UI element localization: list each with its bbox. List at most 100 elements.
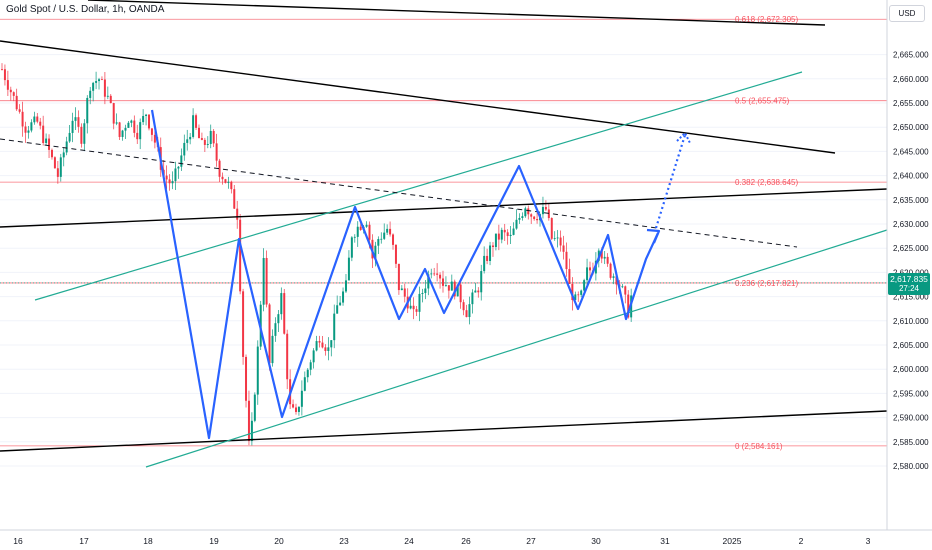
candle-body: [309, 362, 312, 370]
candle-body: [118, 122, 121, 137]
candle-body: [39, 121, 42, 126]
candle-body: [48, 138, 51, 150]
candle-body: [192, 115, 195, 137]
candle-body: [124, 127, 127, 131]
price-tick-label: 2,640.000: [893, 172, 929, 181]
candle-body: [303, 377, 306, 391]
candle-body: [383, 232, 386, 239]
candle-body: [68, 132, 71, 142]
time-tick-label: 19: [209, 536, 219, 546]
candle-body: [18, 109, 21, 112]
candle-body: [392, 234, 395, 245]
candle-body: [347, 257, 350, 281]
candle-body: [224, 179, 227, 183]
candle-body: [83, 123, 86, 144]
candle-body: [365, 224, 368, 227]
candle-body: [209, 130, 212, 144]
candle-body: [518, 217, 521, 220]
candle-body: [45, 138, 48, 143]
candle-body: [150, 128, 153, 135]
upper-trend-line: [0, 40, 836, 154]
time-tick-label: 3: [866, 536, 871, 546]
candle-body: [112, 103, 115, 124]
candle-body: [453, 281, 456, 297]
candle-body: [330, 340, 333, 348]
candle-body: [115, 122, 118, 124]
candle-body: [486, 255, 489, 261]
candle-body: [515, 219, 518, 229]
candle-body: [6, 80, 9, 90]
candle-body: [242, 291, 245, 357]
candle-body: [271, 335, 274, 364]
candle-body: [250, 420, 253, 442]
candle-body: [227, 181, 230, 183]
candle-body: [265, 257, 268, 305]
price-tick-label: 2,660.000: [893, 75, 929, 84]
candle-body: [615, 276, 618, 285]
candle-body: [336, 305, 339, 314]
candle-body: [256, 346, 259, 395]
last-price-value: 2,617.835: [890, 274, 928, 284]
candle-body: [415, 309, 418, 312]
chart-title: Gold Spot / U.S. Dollar, 1h, OANDA: [6, 4, 165, 15]
candle-body: [506, 232, 509, 237]
candle-body: [536, 219, 539, 221]
projection-dotted-line: [654, 134, 687, 229]
candle-body: [1, 69, 3, 70]
candle-body: [189, 136, 192, 140]
candle-body: [333, 313, 336, 341]
candle-body: [500, 229, 503, 240]
candle-body: [77, 117, 80, 127]
candle-body: [183, 142, 186, 156]
candle-body: [327, 347, 330, 351]
candle-body: [468, 304, 471, 318]
candle-body: [483, 255, 486, 272]
time-axis-labels[interactable]: 16 17 18 19 20 23 24 26 27 30 31 2025 2 3: [13, 536, 870, 546]
candle-body: [65, 141, 68, 153]
candle-body: [215, 143, 218, 161]
candle-body: [624, 286, 627, 295]
time-tick-label: 2: [799, 536, 804, 546]
candle-body: [230, 181, 233, 190]
candle-body: [400, 288, 403, 291]
candle-body: [277, 314, 280, 324]
candle-body: [418, 293, 421, 312]
candle-body: [221, 176, 224, 180]
candle-body: [292, 404, 295, 408]
candle-body: [403, 288, 406, 297]
candle-body: [562, 245, 565, 252]
price-tick-label: 2,655.000: [893, 99, 929, 108]
candle-body: [559, 237, 562, 246]
last-price-tag: 2,617.835 27:24: [888, 273, 930, 295]
candle-body: [145, 114, 148, 116]
candle-body: [465, 310, 468, 318]
candle-body: [86, 97, 89, 124]
candle-countdown: 27:24: [898, 284, 920, 293]
candle-body: [612, 276, 615, 278]
candle-body: [568, 269, 571, 284]
time-tick-label: 17: [79, 536, 89, 546]
candle-body: [583, 280, 586, 291]
time-tick-label: 30: [591, 536, 601, 546]
candle-body: [80, 126, 83, 144]
price-axis-labels[interactable]: 2,580.000 2,585.000 2,590.000 2,595.000 2,60…: [893, 51, 929, 471]
candle-body: [136, 132, 139, 140]
candle-body: [274, 323, 277, 336]
candle-body: [471, 292, 474, 305]
fib-levels: 0.618 (2,672.305) 0.5 (2,655.475) 0.382 (2…: [0, 15, 887, 451]
fib-level-label: 0.382 (2,638.645): [735, 178, 798, 187]
candle-body: [544, 206, 547, 210]
currency-button[interactable]: USD: [889, 5, 925, 22]
candle-body: [494, 233, 497, 247]
candle-body: [283, 293, 286, 334]
candle-body: [409, 305, 412, 309]
candle-body: [171, 181, 174, 184]
candle-body: [380, 238, 383, 240]
lower-trend-line: [0, 410, 888, 452]
candle-body: [253, 394, 256, 421]
candle-body: [239, 219, 242, 292]
candle-body: [474, 290, 477, 293]
candle-body: [374, 245, 377, 259]
